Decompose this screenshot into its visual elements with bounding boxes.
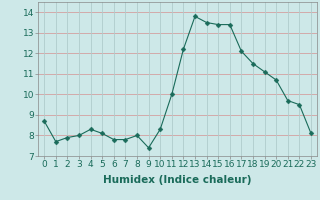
X-axis label: Humidex (Indice chaleur): Humidex (Indice chaleur)	[103, 175, 252, 185]
